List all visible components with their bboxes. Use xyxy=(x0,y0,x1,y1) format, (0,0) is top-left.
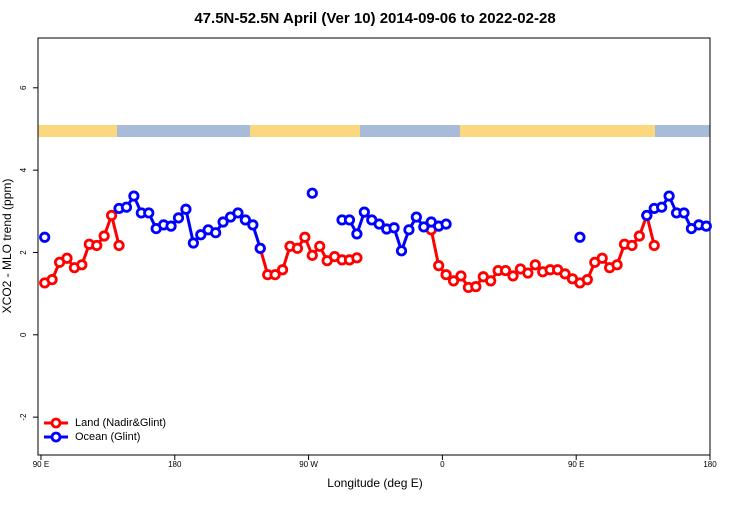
data-point xyxy=(626,239,638,252)
data-point xyxy=(299,231,311,243)
x-tick-label: 0 xyxy=(440,460,445,469)
data-point xyxy=(611,259,623,271)
data-point xyxy=(373,218,385,230)
data-point xyxy=(46,274,58,286)
y-axis-label: XCO2 - MLO trend (ppm) xyxy=(0,179,14,314)
data-point xyxy=(113,239,125,252)
data-point xyxy=(522,267,534,279)
data-point xyxy=(91,239,103,252)
data-point xyxy=(633,230,645,242)
legend-marker xyxy=(50,417,62,429)
data-point xyxy=(269,269,281,281)
data-point xyxy=(388,222,400,234)
data-point xyxy=(247,219,259,231)
data-point xyxy=(165,220,177,232)
data-point xyxy=(418,221,430,233)
data-point xyxy=(529,259,541,271)
data-point xyxy=(663,190,675,202)
legend-label: Land (Nadir&Glint) xyxy=(75,417,166,429)
y-tick-label: -2 xyxy=(19,413,28,421)
data-point xyxy=(403,224,415,236)
data-point xyxy=(641,209,653,222)
data-point xyxy=(447,275,460,287)
legend-marker xyxy=(50,431,62,443)
land-ocean-strip xyxy=(38,125,710,137)
data-point xyxy=(433,260,445,272)
legend-label: Ocean (Glint) xyxy=(75,431,140,443)
data-point xyxy=(306,187,318,199)
data-point xyxy=(239,214,251,226)
y-tick-label: 4 xyxy=(19,167,28,172)
data-point xyxy=(143,207,155,219)
y-tick-label: 0 xyxy=(19,332,28,337)
y-tick-label: 2 xyxy=(19,250,28,255)
data-point xyxy=(120,201,133,213)
data-point xyxy=(276,264,289,276)
data-point xyxy=(291,242,304,254)
series-line xyxy=(118,194,707,253)
data-point xyxy=(351,252,363,264)
data-point xyxy=(39,231,51,243)
data-point xyxy=(343,214,356,226)
data-point xyxy=(195,229,207,241)
data-point xyxy=(410,211,422,223)
data-point xyxy=(440,218,452,230)
data-point xyxy=(559,268,571,280)
data-point xyxy=(187,237,199,249)
data-point xyxy=(648,239,660,252)
data-point xyxy=(105,209,118,222)
data-point xyxy=(128,190,140,202)
data-point xyxy=(358,206,370,218)
data-point xyxy=(507,270,519,282)
data-point xyxy=(232,207,244,219)
data-point xyxy=(351,228,363,240)
data-point xyxy=(485,275,497,287)
chart-title: 47.5N-52.5N April (Ver 10) 2014-09-06 to… xyxy=(194,10,555,27)
data-point xyxy=(470,281,482,293)
x-tick-label: 90 E xyxy=(568,460,584,469)
data-point xyxy=(581,274,593,286)
x-tick-label: 180 xyxy=(703,460,717,469)
data-point xyxy=(656,201,668,213)
data-point xyxy=(254,242,266,254)
data-point xyxy=(574,231,586,243)
data-point xyxy=(306,249,318,261)
data-point xyxy=(596,252,608,264)
x-tick-label: 90 E xyxy=(33,460,49,469)
data-point xyxy=(61,252,73,264)
data-point xyxy=(180,203,192,215)
data-point xyxy=(217,216,229,228)
data-point xyxy=(76,259,88,271)
plot-frame xyxy=(37,37,711,456)
data-point xyxy=(395,245,408,257)
x-axis-label: Longitude (deg E) xyxy=(327,476,422,490)
data-point xyxy=(455,270,467,282)
data-point xyxy=(499,264,512,277)
data-point xyxy=(98,230,110,242)
x-tick-label: 90 W xyxy=(299,460,318,469)
data-point xyxy=(440,269,452,281)
data-point xyxy=(314,240,326,252)
x-tick-label: 180 xyxy=(168,460,182,469)
data-point xyxy=(210,227,222,239)
data-point xyxy=(700,220,712,232)
data-point xyxy=(678,207,690,219)
data-point xyxy=(172,212,185,224)
y-tick-label: 6 xyxy=(19,85,28,90)
